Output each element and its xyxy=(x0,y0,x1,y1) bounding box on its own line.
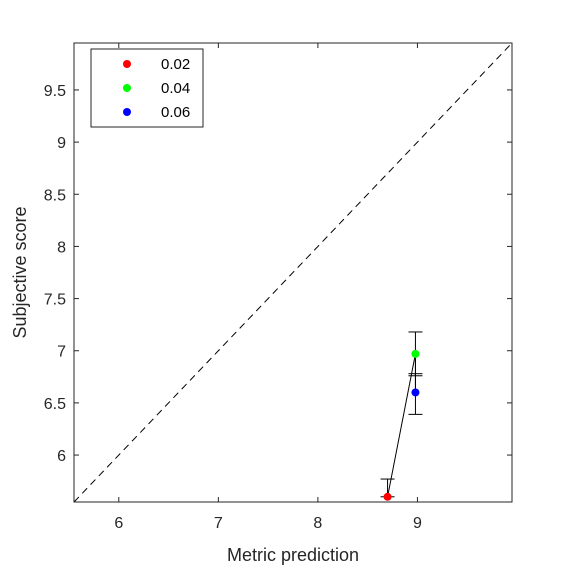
y-tick-label: 7.5 xyxy=(44,292,66,309)
y-tick-label: 9.5 xyxy=(44,83,66,100)
y-tick-label: 7 xyxy=(57,344,66,361)
y-tick-label: 6.5 xyxy=(44,396,66,413)
data-point-group-0 xyxy=(380,478,395,501)
y-axis-label: Subjective score xyxy=(10,206,30,338)
legend: 0.02 0.04 0.06 xyxy=(90,48,204,128)
data-point-group-1 xyxy=(408,331,423,377)
data-point xyxy=(383,492,392,501)
x-tick-label: 8 xyxy=(313,515,322,532)
plot-content xyxy=(73,42,513,503)
legend-label: 0.04 xyxy=(161,80,190,97)
data-point-group-2 xyxy=(408,373,423,415)
x-tick-label: 9 xyxy=(413,515,422,532)
y-tick-label: 6 xyxy=(57,448,66,465)
x-tick-label: 7 xyxy=(214,515,223,532)
reference-line xyxy=(73,42,513,503)
x-tick-label: 6 xyxy=(114,515,123,532)
ticks: 6 7 8 9 6 6.5 7 7.5 8 8.5 9 9.5 xyxy=(44,43,512,532)
legend-marker xyxy=(123,108,131,116)
legend-label: 0.02 xyxy=(161,56,190,73)
data-point xyxy=(411,349,420,358)
legend-marker xyxy=(123,60,131,68)
y-tick-label: 8 xyxy=(57,239,66,256)
legend-box xyxy=(90,48,204,128)
legend-label: 0.06 xyxy=(161,104,190,121)
data-point xyxy=(411,388,420,397)
y-tick-label: 9 xyxy=(57,135,66,152)
x-axis-label: Metric prediction xyxy=(227,545,359,565)
y-tick-label: 8.5 xyxy=(44,187,66,204)
axes-box xyxy=(73,42,513,503)
legend-marker xyxy=(123,84,131,92)
